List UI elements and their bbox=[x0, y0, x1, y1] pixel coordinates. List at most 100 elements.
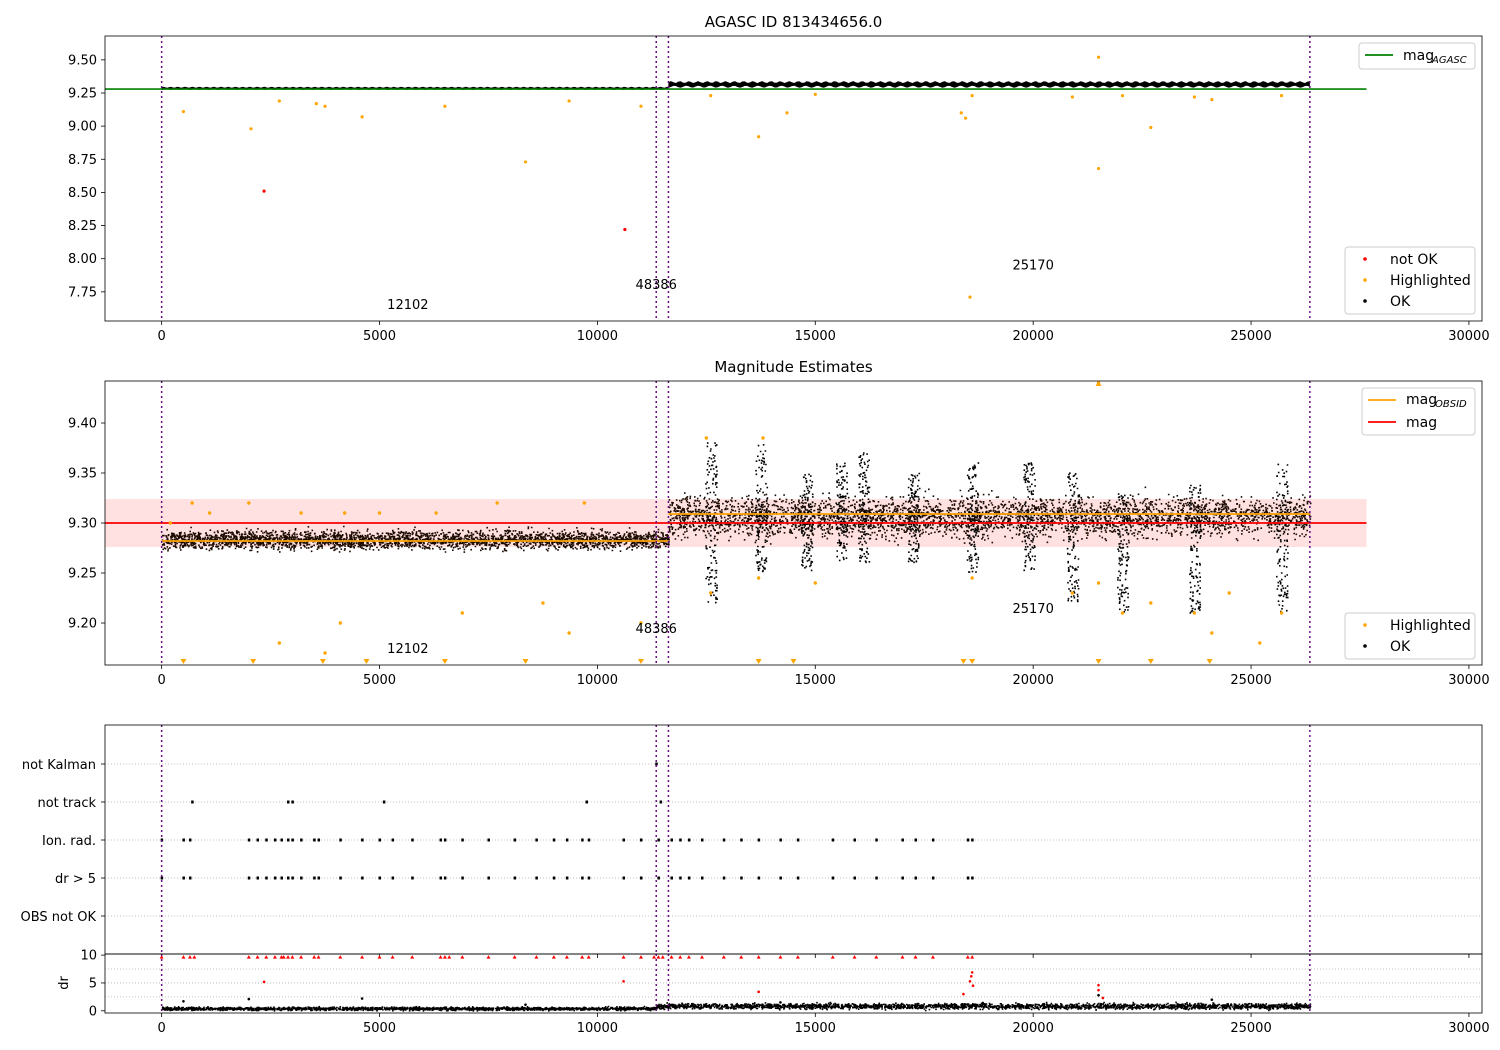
highlighted-point bbox=[968, 295, 972, 299]
flag-label: Ion. rad. bbox=[42, 834, 96, 849]
highlighted-point bbox=[541, 601, 545, 605]
legend-marker bbox=[1363, 644, 1367, 648]
legend-marker bbox=[1363, 278, 1367, 282]
x-tick-label: 10000 bbox=[577, 673, 618, 688]
flag-marker bbox=[581, 876, 584, 880]
dr-clipped-marker bbox=[447, 955, 452, 959]
legend-marker bbox=[1363, 623, 1367, 627]
flag-marker bbox=[722, 838, 726, 842]
flag-marker bbox=[581, 838, 584, 842]
flag-marker bbox=[300, 876, 303, 880]
flag-marker bbox=[273, 876, 277, 880]
flag-marker bbox=[256, 838, 260, 842]
highlighted-point bbox=[277, 99, 281, 103]
dr-high-point bbox=[970, 971, 974, 974]
x-tick-label: 5000 bbox=[363, 329, 396, 344]
flag-marker bbox=[461, 876, 464, 880]
flag-marker bbox=[361, 876, 364, 880]
plot-title: AGASC ID 813434656.0 bbox=[705, 13, 883, 31]
clipped-marker bbox=[363, 659, 370, 664]
highlighted-point bbox=[1279, 94, 1284, 98]
dr-clipped-marker bbox=[338, 955, 343, 959]
x-tick-label: 30000 bbox=[1448, 1021, 1489, 1036]
flag-marker bbox=[280, 838, 283, 842]
highlighted-point bbox=[434, 511, 438, 515]
plot-title: Magnitude Estimates bbox=[714, 358, 872, 376]
dr-clipped-marker bbox=[255, 955, 260, 959]
highlighted-point bbox=[567, 99, 571, 103]
highlighted-point bbox=[495, 501, 499, 505]
dr-clipped-marker bbox=[756, 955, 761, 959]
highlighted-point bbox=[959, 111, 963, 115]
legend-subscript: OBSID bbox=[1435, 399, 1467, 410]
dr-clipped-marker bbox=[390, 955, 395, 959]
dr-point bbox=[182, 1000, 185, 1003]
obsid-annotation: 12102 bbox=[387, 642, 428, 657]
legend-marker bbox=[1363, 299, 1367, 303]
legend-label: Highlighted bbox=[1390, 618, 1471, 634]
flag-marker bbox=[443, 876, 447, 880]
flag-marker bbox=[291, 838, 294, 842]
y-tick-label: 0 bbox=[89, 1004, 97, 1019]
ok-points-spike bbox=[966, 462, 980, 573]
highlighted-point bbox=[443, 104, 447, 108]
dr-clipped-marker bbox=[913, 955, 918, 959]
dr-clipped-marker bbox=[638, 955, 643, 959]
highlighted-point bbox=[761, 436, 765, 440]
highlighted-point bbox=[323, 104, 327, 108]
flag-marker bbox=[439, 876, 443, 880]
legend-label: OK bbox=[1390, 294, 1411, 310]
highlighted-point bbox=[1227, 591, 1231, 595]
flag-marker bbox=[875, 838, 878, 842]
highlighted-point bbox=[964, 116, 968, 120]
dr-clipped-marker bbox=[410, 955, 415, 959]
clipped-marker bbox=[1206, 659, 1213, 664]
x-tick-label: 5000 bbox=[363, 1021, 396, 1036]
flag-marker bbox=[513, 838, 517, 842]
x-tick-label: 10000 bbox=[577, 329, 618, 344]
legend-box bbox=[1358, 42, 1476, 70]
dr-clipped-marker bbox=[377, 955, 382, 959]
not-ok-point bbox=[623, 227, 627, 232]
x-tick-label: 25000 bbox=[1230, 1021, 1271, 1036]
dr-clipped-marker bbox=[360, 955, 365, 959]
ok-points-spike bbox=[1066, 472, 1080, 603]
dr-clipped-marker bbox=[486, 955, 491, 959]
y-tick-label: 8.75 bbox=[68, 153, 97, 168]
dr-point bbox=[779, 1001, 782, 1004]
flag-marker bbox=[361, 838, 364, 842]
ok-points-spike bbox=[755, 444, 769, 573]
highlighted-point bbox=[567, 631, 571, 635]
plot-area-1 bbox=[105, 36, 1367, 321]
flag-marker bbox=[487, 876, 490, 880]
flag-marker bbox=[779, 838, 782, 842]
clipped-marker bbox=[180, 659, 187, 664]
flag-marker bbox=[247, 838, 251, 842]
highlighted-point bbox=[168, 521, 173, 525]
flag-marker bbox=[391, 876, 395, 880]
dr-high-point bbox=[1097, 988, 1100, 992]
y-tick-label: 10 bbox=[80, 949, 97, 964]
ok-points-spike bbox=[907, 472, 921, 564]
dr-clipped-marker bbox=[778, 955, 783, 959]
flag-marker bbox=[655, 762, 658, 766]
flag-marker bbox=[188, 838, 192, 842]
flag-marker bbox=[657, 876, 660, 880]
dr-point bbox=[1210, 998, 1214, 1001]
dr-clipped-marker bbox=[721, 955, 726, 959]
flag-marker bbox=[657, 838, 660, 842]
flag-marker bbox=[931, 876, 935, 880]
highlighted-point bbox=[1149, 125, 1153, 130]
flag-marker bbox=[971, 876, 974, 880]
dr-clipped-marker bbox=[900, 955, 905, 959]
clipped-marker bbox=[441, 659, 448, 664]
dr-high-point bbox=[757, 990, 760, 994]
dr-high-point bbox=[962, 992, 965, 996]
dr-clipped-marker bbox=[316, 955, 321, 959]
y-tick-label: 8.25 bbox=[68, 219, 97, 234]
flag-marker bbox=[700, 876, 704, 880]
highlighted-point bbox=[1096, 581, 1101, 585]
highlighted-point bbox=[207, 511, 212, 515]
flag-marker bbox=[670, 838, 673, 842]
